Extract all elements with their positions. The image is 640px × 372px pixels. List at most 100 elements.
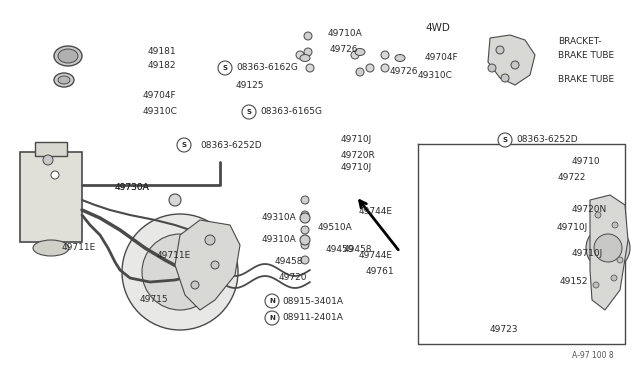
Text: 49704F: 49704F xyxy=(143,92,177,100)
Circle shape xyxy=(296,51,304,59)
Text: 49730A: 49730A xyxy=(115,183,150,192)
Text: N: N xyxy=(269,298,275,304)
Circle shape xyxy=(43,155,53,165)
Text: 4WD: 4WD xyxy=(425,23,450,33)
Circle shape xyxy=(211,261,219,269)
Text: 49710J: 49710J xyxy=(341,164,372,173)
Bar xyxy=(13,135,218,325)
Text: 49704F: 49704F xyxy=(425,52,459,61)
Text: 49710: 49710 xyxy=(572,157,600,167)
Text: 49720: 49720 xyxy=(279,273,307,282)
Circle shape xyxy=(301,196,309,204)
Text: 49723: 49723 xyxy=(490,324,518,334)
Circle shape xyxy=(593,282,599,288)
Bar xyxy=(58,75,70,85)
Ellipse shape xyxy=(58,76,70,84)
Circle shape xyxy=(488,64,496,72)
Circle shape xyxy=(586,226,630,270)
Text: S: S xyxy=(223,65,227,71)
Circle shape xyxy=(306,64,314,72)
Circle shape xyxy=(366,64,374,72)
Text: S: S xyxy=(502,137,508,143)
Circle shape xyxy=(511,61,519,69)
Text: 08363-6252D: 08363-6252D xyxy=(516,135,578,144)
Circle shape xyxy=(496,46,504,54)
Text: 49182: 49182 xyxy=(148,61,177,71)
Circle shape xyxy=(594,234,622,262)
Circle shape xyxy=(381,51,389,59)
Text: S: S xyxy=(246,109,252,115)
Circle shape xyxy=(301,226,309,234)
Ellipse shape xyxy=(33,240,69,256)
Circle shape xyxy=(300,235,310,245)
Ellipse shape xyxy=(54,73,74,87)
Text: 49761: 49761 xyxy=(366,267,395,276)
Polygon shape xyxy=(590,195,628,310)
Text: S: S xyxy=(182,142,186,148)
Text: N: N xyxy=(269,315,275,321)
Circle shape xyxy=(356,68,364,76)
Ellipse shape xyxy=(58,49,78,63)
Circle shape xyxy=(381,64,389,72)
Circle shape xyxy=(351,51,359,59)
Text: 49510A: 49510A xyxy=(318,224,353,232)
Text: 08363-6162G: 08363-6162G xyxy=(236,64,298,73)
Text: 49711E: 49711E xyxy=(157,250,191,260)
Circle shape xyxy=(612,222,618,228)
Text: 49722: 49722 xyxy=(558,173,586,183)
Text: 49710A: 49710A xyxy=(328,29,363,38)
Text: 49310A: 49310A xyxy=(262,235,297,244)
Text: 49726: 49726 xyxy=(330,45,358,55)
Text: BRAKE TUBE: BRAKE TUBE xyxy=(558,51,614,60)
Text: 49726: 49726 xyxy=(390,67,419,77)
Text: 49711E: 49711E xyxy=(62,244,96,253)
Text: 49744E: 49744E xyxy=(359,251,393,260)
Circle shape xyxy=(300,213,310,223)
Circle shape xyxy=(218,61,232,75)
Text: 49310A: 49310A xyxy=(262,214,297,222)
Circle shape xyxy=(617,257,623,263)
Bar xyxy=(35,142,67,156)
Polygon shape xyxy=(175,220,240,310)
Circle shape xyxy=(301,241,309,249)
Text: 49125: 49125 xyxy=(236,81,264,90)
Circle shape xyxy=(177,138,191,152)
Text: 08363-6252D: 08363-6252D xyxy=(200,141,262,150)
Circle shape xyxy=(611,275,617,281)
Ellipse shape xyxy=(395,55,405,61)
Circle shape xyxy=(501,74,509,82)
Text: 49181: 49181 xyxy=(148,48,177,57)
Bar xyxy=(418,14,636,144)
Text: 49152: 49152 xyxy=(560,278,589,286)
Text: 49730A: 49730A xyxy=(115,183,150,192)
Circle shape xyxy=(265,294,279,308)
Circle shape xyxy=(265,311,279,325)
Text: 49310C: 49310C xyxy=(143,106,178,115)
Circle shape xyxy=(304,48,312,56)
Ellipse shape xyxy=(54,46,82,66)
Text: 49710J: 49710J xyxy=(572,250,604,259)
Circle shape xyxy=(205,235,215,245)
Circle shape xyxy=(304,32,312,40)
Text: 49710J: 49710J xyxy=(341,135,372,144)
Text: BRAKE TUBE: BRAKE TUBE xyxy=(558,76,614,84)
Bar xyxy=(20,152,82,242)
Text: 08363-6165G: 08363-6165G xyxy=(260,108,322,116)
Circle shape xyxy=(142,234,218,310)
Circle shape xyxy=(301,256,309,264)
Text: 49720R: 49720R xyxy=(341,151,376,160)
Bar xyxy=(130,285,220,325)
Text: BRACKET-: BRACKET- xyxy=(558,38,602,46)
Circle shape xyxy=(191,281,199,289)
Circle shape xyxy=(51,171,59,179)
Text: 49459: 49459 xyxy=(326,244,355,253)
Text: 08911-2401A: 08911-2401A xyxy=(282,314,343,323)
Ellipse shape xyxy=(355,48,365,55)
Circle shape xyxy=(169,194,181,206)
Circle shape xyxy=(301,211,309,219)
Text: A-97 100 8: A-97 100 8 xyxy=(572,350,614,359)
Circle shape xyxy=(242,105,256,119)
Text: 49310C: 49310C xyxy=(418,71,453,80)
Ellipse shape xyxy=(300,55,310,61)
Text: 49458: 49458 xyxy=(275,257,303,266)
